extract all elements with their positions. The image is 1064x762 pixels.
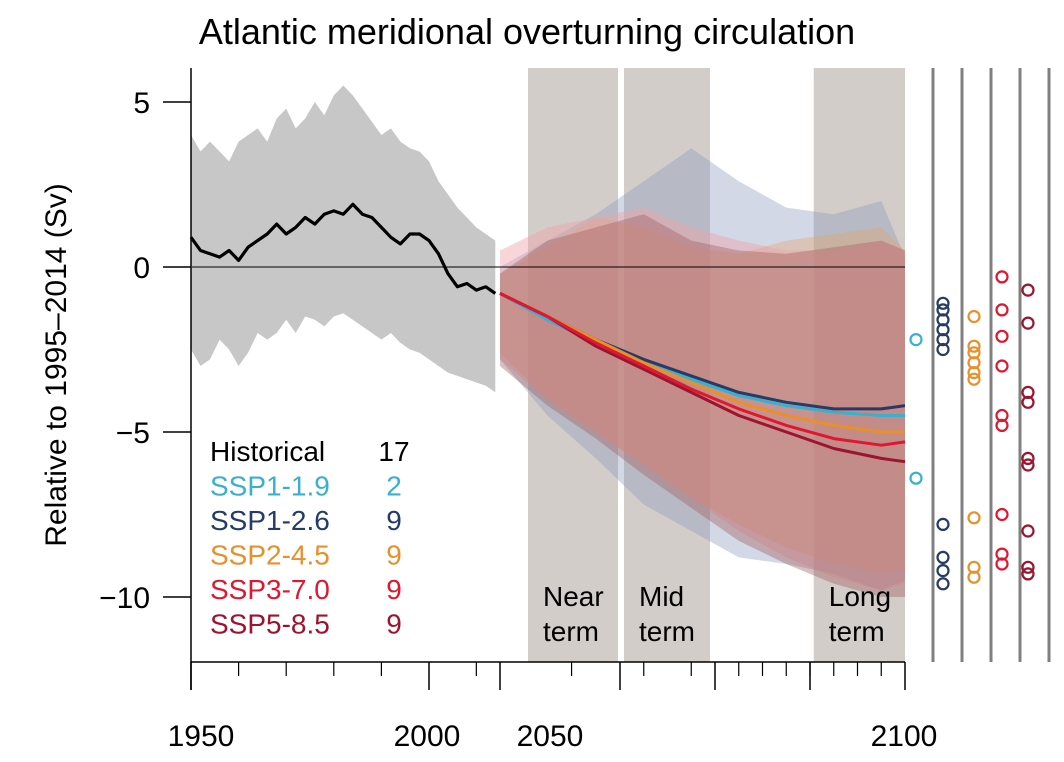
y-tick-label: 0 <box>133 252 150 285</box>
period-label-long-term-line2: term <box>829 616 885 647</box>
y-axis-label: Relative to 1995–2014 (Sv) <box>40 183 73 547</box>
endpoint-circle-ssp3-7-0 <box>995 270 1009 284</box>
endpoint-circle-ssp5-8-5 <box>1021 395 1035 409</box>
endpoint-circle-ssp5-8-5 <box>1021 524 1035 538</box>
period-label-mid-term-line2: term <box>639 616 695 647</box>
endpoint-circle-ssp3-7-0 <box>995 329 1009 343</box>
legend-count-ssp5-8-5: 9 <box>386 609 402 640</box>
legend-label-ssp1-1-9: SSP1-1.9 <box>210 471 330 502</box>
endpoint-circle-ssp3-7-0 <box>995 303 1009 317</box>
endpoint-circle-ssp5-8-5 <box>1021 560 1035 574</box>
chart-title: Atlantic meridional overturning circulat… <box>199 11 855 52</box>
legend-count-ssp2-4-5: 9 <box>386 540 402 571</box>
x-axis: 1950 2000 2050 2100 <box>168 661 938 753</box>
period-label-long-term-line1: Long <box>829 581 891 612</box>
endpoint-circle-ssp3-7-0 <box>995 408 1009 423</box>
legend: Historical 17 SSP1-1.9 2 SSP1-2.6 9 SSP2-4.5 9 S… <box>210 436 410 640</box>
endpoint-circle-ssp1-2-6 <box>936 517 950 532</box>
y-tick-label: 5 <box>133 87 150 120</box>
endpoint-circle-ssp1-2-6 <box>936 323 950 337</box>
endpoint-circle-ssp1-1-9 <box>909 471 923 485</box>
endpoint-circle-ssp5-8-5 <box>1021 316 1035 330</box>
x-tick-label: 2050 <box>517 720 584 753</box>
endpoint-circle-ssp1-2-6 <box>936 550 950 565</box>
y-tick-label: −10 <box>99 582 150 615</box>
legend-count-ssp1-2-6: 9 <box>386 505 402 536</box>
x-tick-label: 2100 <box>871 720 938 753</box>
endpoint-circle-ssp2-4-5 <box>967 372 981 386</box>
endpoint-circle-ssp3-7-0 <box>995 418 1009 432</box>
band-ssp5-8-5 <box>500 214 905 597</box>
endpoint-circle-ssp2-4-5 <box>967 339 981 353</box>
endpoint-circle-ssp2-4-5 <box>967 356 981 370</box>
endpoint-circle-ssp2-4-5 <box>967 511 981 525</box>
endpoint-circle-ssp5-8-5 <box>1021 451 1035 465</box>
endpoint-circle-ssp1-2-6 <box>936 303 950 317</box>
endpoint-circle-ssp2-4-5 <box>967 309 981 324</box>
endpoint-circle-ssp1-2-6 <box>936 333 950 347</box>
period-box-near-term <box>528 68 618 662</box>
period-label-mid-term-line1: Mid <box>639 581 684 612</box>
x-tick-label: 1950 <box>168 720 235 753</box>
endpoint-circle-ssp5-8-5 <box>1021 385 1035 399</box>
legend-count-ssp3-7-0: 9 <box>386 574 402 605</box>
period-label-near-term-line2: term <box>543 616 599 647</box>
series-lines <box>189 202 906 464</box>
x-tick-label: 2000 <box>394 720 461 753</box>
endpoint-circle-ssp1-2-6 <box>936 577 950 591</box>
line-ssp3-7-0 <box>499 292 906 447</box>
endpoint-circle-ssp1-2-6 <box>936 342 950 357</box>
legend-count-ssp1-1-9: 2 <box>386 471 402 502</box>
legend-label-ssp3-7-0: SSP3-7.0 <box>210 574 330 605</box>
band-ssp1-2-6 <box>500 148 905 591</box>
endpoint-circle-ssp5-8-5 <box>1021 283 1035 297</box>
endpoint-circle-ssp1-1-9 <box>909 333 923 347</box>
legend-label-ssp5-8-5: SSP5-8.5 <box>210 609 330 640</box>
endpoint-circle-ssp1-2-6 <box>936 296 950 310</box>
period-label-near-term-line1: Near <box>543 581 604 612</box>
end-of-century-panels <box>909 68 1051 662</box>
endpoint-circle-ssp2-4-5 <box>967 570 981 584</box>
line-historical <box>189 202 497 295</box>
endpoint-circle-ssp2-4-5 <box>967 366 981 380</box>
period-box-long-term <box>813 68 905 662</box>
period-boxes <box>528 68 905 662</box>
y-axis: 5 0 −5 −10 <box>99 68 192 690</box>
legend-label-ssp1-2-6: SSP1-2.6 <box>210 505 330 536</box>
y-tick-label: −5 <box>116 417 150 450</box>
legend-count-historical: 17 <box>378 436 409 467</box>
legend-label-historical: Historical <box>210 436 325 467</box>
band-historical <box>191 85 496 393</box>
endpoint-circle-ssp5-8-5 <box>1021 567 1035 581</box>
legend-label-ssp2-4-5: SSP2-4.5 <box>210 540 330 571</box>
endpoint-circle-ssp3-7-0 <box>995 557 1009 571</box>
endpoint-circle-ssp1-2-6 <box>936 563 950 578</box>
endpoint-circle-ssp3-7-0 <box>995 507 1009 522</box>
band-ssp2-4-5 <box>500 217 905 574</box>
endpoint-circle-ssp5-8-5 <box>1021 458 1035 472</box>
period-labels: Near term Mid term Long term <box>543 581 891 647</box>
endpoint-circle-ssp3-7-0 <box>995 359 1009 373</box>
